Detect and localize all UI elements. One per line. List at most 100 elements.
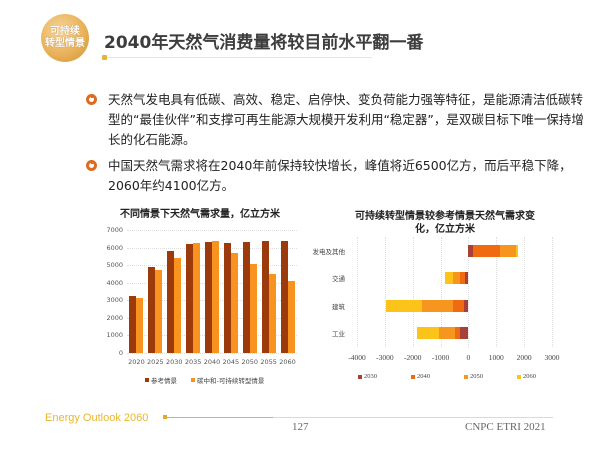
bar-2050-reference bbox=[242, 241, 250, 353]
legend-swatch-icon bbox=[191, 378, 195, 382]
legend-label: 2040 bbox=[417, 373, 430, 380]
bar-segment-2040 bbox=[473, 244, 501, 257]
bullet-list: 天然气发电具有低碳、高效、稳定、启停快、变负荷能力强等特征，是能源清洁低碳转型的… bbox=[86, 90, 586, 202]
y-tick-label: 4000 bbox=[106, 278, 123, 287]
x-tick-label: 3000 bbox=[544, 353, 560, 362]
y-tick-label: 3000 bbox=[106, 296, 123, 305]
logo-line1: 可持续 bbox=[50, 26, 80, 37]
bar-2020-sustainable bbox=[136, 297, 144, 353]
bullet-text: 天然气发电具有低碳、高效、稳定、启停快、变负荷能力强等特征，是能源清洁低碳转型的… bbox=[108, 92, 584, 147]
gridline bbox=[384, 237, 386, 347]
bar-segment-2050 bbox=[439, 327, 456, 340]
bar-2045-reference bbox=[223, 242, 231, 353]
title-underline bbox=[104, 57, 372, 58]
bar-segment-2040 bbox=[460, 272, 465, 285]
x-tick-label: 2040 bbox=[203, 358, 221, 366]
chart-title-line2: 化，亿立方米 bbox=[415, 224, 475, 235]
bar-2055-reference bbox=[261, 241, 269, 353]
legend-item-sustainable: 碳中和-可持续转型情景 bbox=[191, 375, 264, 385]
gridline bbox=[468, 237, 470, 347]
power-bullet-icon bbox=[86, 94, 97, 105]
legend-swatch-icon bbox=[411, 374, 415, 379]
bar-2030-reference bbox=[167, 251, 175, 353]
chart-legend: 参考情景 碳中和-可持续转型情景 bbox=[145, 375, 264, 385]
legend-swatch-icon bbox=[145, 378, 149, 382]
x-tick-label: 2025 bbox=[147, 358, 164, 366]
x-tick-label: -4000 bbox=[348, 353, 366, 362]
bar-2040-reference bbox=[205, 242, 212, 353]
legend-label: 参考情景 bbox=[151, 377, 177, 385]
page-number: 127 bbox=[292, 421, 309, 433]
bullet-item: 天然气发电具有低碳、高效、稳定、启停快、变负荷能力强等特征，是能源清洁低碳转型的… bbox=[86, 90, 586, 150]
y-tick-label: 6000 bbox=[106, 243, 123, 252]
bar-segment-2060 bbox=[444, 272, 454, 285]
bar-segment-2030 bbox=[464, 272, 469, 285]
legend-item-2060: 2060 bbox=[517, 373, 536, 380]
category-label: 建筑 bbox=[332, 302, 345, 311]
bar-2025-reference bbox=[148, 266, 156, 353]
legend-swatch-icon bbox=[517, 374, 521, 379]
legend-swatch-icon bbox=[464, 374, 468, 379]
gridline bbox=[496, 237, 498, 347]
gridline bbox=[357, 237, 358, 347]
power-bullet-icon bbox=[86, 160, 97, 171]
chart-legend: 2030 2040 2050 2060 bbox=[358, 373, 536, 380]
legend-label: 碳中和-可持续转型情景 bbox=[197, 377, 265, 385]
chart-title-line1: 可持续转型情景较参考情景天然气需求变 bbox=[355, 211, 535, 222]
x-tick-label: -2000 bbox=[403, 353, 422, 362]
bullet-item: 中国天然气需求将在2040年前保持较快增长，峰值将近6500亿方，而后平稳下降，… bbox=[86, 156, 586, 196]
bar-segment-2060 bbox=[386, 299, 423, 312]
chart-title: 不同情景下天然气需求量，亿立方米 bbox=[120, 209, 280, 220]
bar-2020-reference bbox=[129, 295, 137, 353]
bar-segment-2040 bbox=[455, 327, 461, 340]
bar-2060-sustainable bbox=[287, 280, 295, 353]
category-label: 工业 bbox=[332, 330, 345, 339]
x-tick-label: 2020 bbox=[128, 358, 145, 366]
legend-item-2050: 2050 bbox=[464, 373, 483, 380]
footer-organization: CNPC ETRI 2021 bbox=[465, 421, 546, 433]
x-tick-label: 2045 bbox=[222, 358, 240, 366]
legend-label: 2060 bbox=[523, 373, 536, 380]
bar-segment-2050 bbox=[422, 299, 454, 312]
title-underline-dot bbox=[102, 55, 107, 60]
legend-label: 2050 bbox=[470, 373, 483, 380]
logo-line2: 转型情景 bbox=[45, 38, 85, 49]
page-title: 2040年天然气消费量将较目前水平翻一番 bbox=[104, 33, 424, 53]
y-tick-label: 7000 bbox=[106, 226, 123, 234]
bar-2035-reference bbox=[186, 244, 194, 353]
x-tick-label: -1000 bbox=[431, 353, 450, 362]
footer-brand: Energy Outlook 2060 bbox=[45, 412, 149, 424]
demand-by-scenario-chart: 不同情景下天然气需求量，亿立方米 0 1000 2000 3000 4000 5000 60… bbox=[95, 195, 305, 390]
gridline bbox=[127, 230, 297, 231]
bar-segment-2030 bbox=[460, 327, 469, 340]
y-tick-label: 5000 bbox=[106, 261, 123, 270]
x-tick-label: -3000 bbox=[376, 353, 394, 362]
bar-segment-2040 bbox=[453, 299, 465, 312]
legend-swatch-icon bbox=[358, 374, 362, 379]
bar-2055-sustainable bbox=[268, 273, 276, 353]
gridline bbox=[412, 237, 414, 347]
category-label: 发电及其他 bbox=[312, 247, 346, 256]
bar-2025-sustainable bbox=[155, 269, 163, 353]
sustainable-transition-logo: 可持续 转型情景 bbox=[41, 14, 89, 62]
gridline bbox=[440, 237, 442, 347]
gridline bbox=[524, 237, 526, 347]
bar-segment-2060 bbox=[515, 244, 518, 257]
bar-2045-sustainable bbox=[230, 252, 238, 353]
bullet-text: 中国天然气需求将在2040年前保持较快增长，峰值将近6500亿方，而后平稳下降，… bbox=[108, 158, 572, 193]
x-tick-label: 2055 bbox=[260, 358, 277, 366]
x-tick-label: 2035 bbox=[184, 358, 202, 366]
x-tick-label: 2050 bbox=[241, 358, 259, 366]
demand-change-by-sector-chart: 可持续转型情景较参考情景天然气需求变 化，亿立方米 -4000 -3000 -200… bbox=[310, 195, 580, 390]
bar-segment-2030 bbox=[464, 299, 469, 312]
x-tick-label: 0 bbox=[466, 353, 471, 362]
legend-label: 2030 bbox=[364, 373, 377, 380]
bar-segment-2060 bbox=[416, 327, 440, 340]
y-tick-label: 0 bbox=[118, 349, 123, 357]
footer-rule bbox=[165, 417, 273, 418]
x-tick-label: 2000 bbox=[516, 353, 532, 362]
y-tick-label: 2000 bbox=[106, 313, 123, 322]
legend-item-2040: 2040 bbox=[411, 373, 430, 380]
gridline bbox=[127, 353, 297, 354]
category-label: 交通 bbox=[332, 275, 345, 284]
